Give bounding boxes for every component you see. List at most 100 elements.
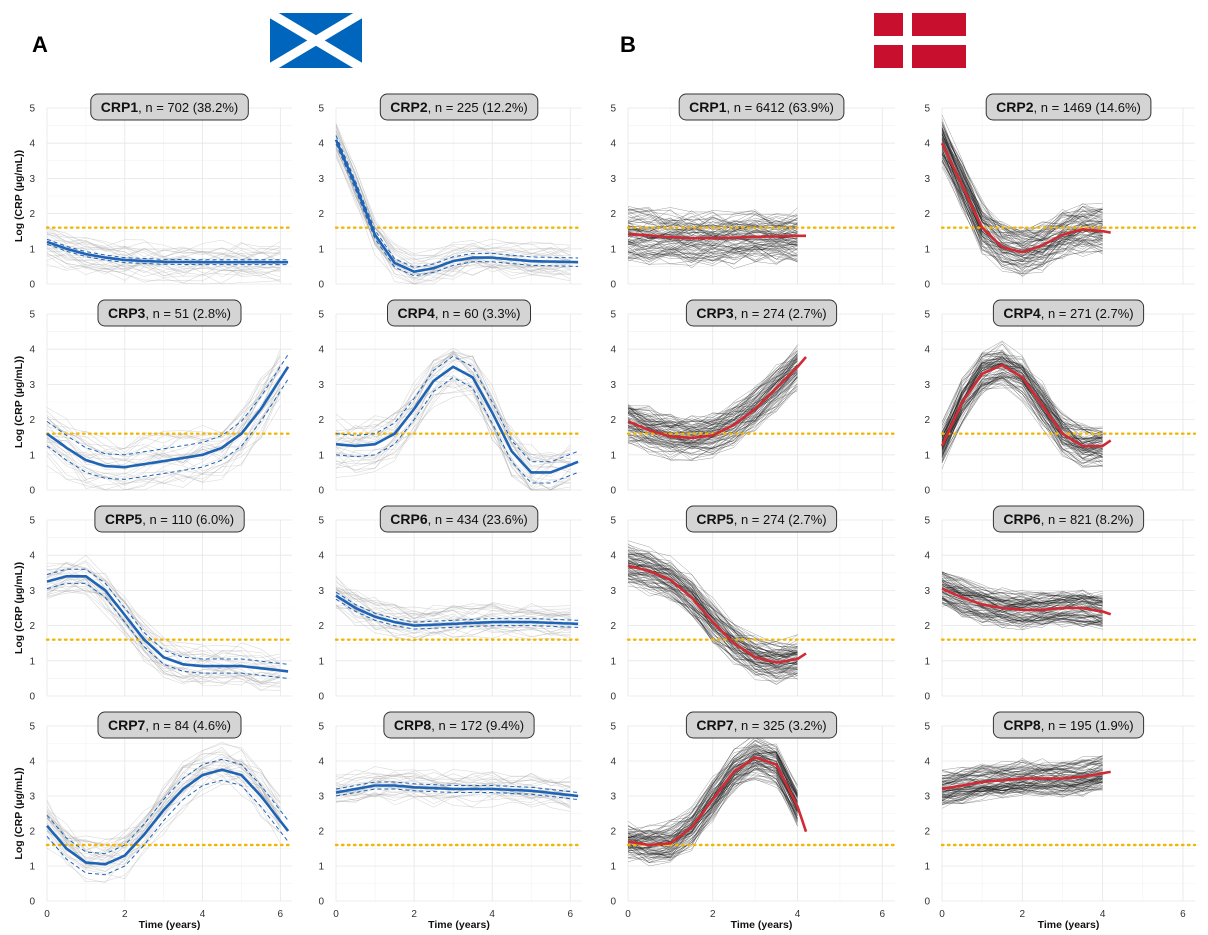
individual-trajectory [627,245,798,263]
facet-strip: CRP1, n = 6412 (63.9%) [678,93,845,121]
individual-trajectory [941,130,1103,241]
x-tick-label: 6 [1180,909,1186,920]
individual-trajectory [627,240,798,262]
individual-trajectory [941,599,1103,624]
individual-trajectory [627,222,798,246]
individual-trajectory [335,771,571,789]
y-tick-label: 2 [29,415,35,426]
facet-panel-b-crp1: CRP1, n = 6412 (63.9%) 0 1 2 3 4 5 [610,93,897,291]
individual-trajectory [941,128,1103,239]
individual-trajectory [627,353,798,429]
individual-trajectory [627,565,798,660]
individual-trajectory [46,746,281,852]
individual-trajectory [46,245,281,274]
mean-trajectory-line [941,770,1111,791]
individual-trajectory [627,540,798,654]
individual-trajectory [941,356,1103,438]
individual-trajectory [627,228,798,243]
individual-trajectory [941,573,1103,603]
individual-trajectory [627,373,798,455]
x-axis-title: Time (years) [428,919,490,931]
individual-trajectory [335,588,571,630]
individual-trajectory [941,788,1103,809]
individual-trajectory [335,351,571,467]
individual-trajectory [941,774,1103,801]
y-axis-title: Log (CRP (µg/mL)) [13,767,25,859]
individual-trajectory [627,564,798,657]
individual-trajectory [627,757,798,849]
individual-trajectory [627,554,798,655]
individual-trajectory [941,374,1103,460]
individual-trajectory [627,550,798,648]
individual-trajectory [627,547,798,655]
individual-trajectory [627,553,798,656]
individual-trajectory [46,742,281,845]
individual-trajectory [627,228,798,248]
individual-trajectory [627,234,798,258]
individual-trajectory [627,231,798,250]
individual-trajectory [941,131,1103,238]
individual-trajectory [335,360,571,465]
individual-trajectory [627,572,798,679]
individual-trajectory [941,588,1103,609]
individual-trajectory [627,229,798,248]
individual-trajectory [46,232,281,258]
individual-trajectory [46,749,281,849]
individual-trajectory [627,545,798,655]
individual-trajectory [335,782,571,796]
ci-upper-line [46,568,289,665]
individual-trajectory [941,357,1103,442]
individual-trajectory [627,378,798,452]
panel-label-b: B [620,32,636,57]
individual-trajectory [335,791,571,809]
individual-trajectory [627,575,798,661]
individual-trajectory [941,361,1103,447]
individual-trajectory [627,575,798,677]
individual-trajectory [335,793,571,812]
individual-trajectory [627,569,798,669]
x-axis-title: Time (years) [731,919,793,931]
individual-trajectory [627,357,798,440]
individual-trajectory [335,153,571,285]
individual-trajectory [335,786,571,809]
x-tick-label: 2 [411,909,417,920]
individual-trajectory [46,579,281,686]
individual-trajectory [627,364,798,430]
individual-trajectory [941,353,1103,435]
y-tick-label: 0 [29,486,35,497]
individual-trajectory [335,156,571,282]
individual-trajectory [941,774,1103,799]
individual-trajectory [627,752,798,850]
cluster-name: CRP7 [696,717,734,733]
y-tick-label: 2 [318,827,324,838]
individual-trajectory [627,543,798,654]
x-tick-label: 6 [278,909,284,920]
individual-trajectory [627,553,798,654]
y-tick-label: 0 [318,897,324,908]
facet-strip: CRP2, n = 1469 (14.6%) [985,93,1152,121]
individual-trajectory [335,124,571,257]
cluster-name: CRP2 [996,99,1034,115]
cluster-name: CRP8 [394,717,432,733]
individual-trajectory [941,586,1103,621]
individual-trajectory [941,118,1103,245]
individual-trajectory [941,778,1103,802]
individual-trajectory [941,579,1103,607]
facet-strip: CRP3, n = 274 (2.7%) [685,299,838,327]
individual-trajectory [627,354,798,428]
individual-trajectory [941,756,1103,774]
individual-trajectory [627,361,798,437]
y-tick-label: 0 [610,897,616,908]
facet-strip: CRP3, n = 51 (2.8%) [97,299,242,327]
individual-trajectory [335,149,571,278]
x-tick-label: 2 [710,909,716,920]
individual-trajectory [627,571,798,667]
individual-trajectory [627,207,798,228]
individual-trajectory [335,379,571,491]
y-tick-label: 1 [924,244,930,255]
individual-trajectory [627,561,798,658]
y-tick-label: 5 [29,516,35,527]
individual-trajectory [46,370,281,470]
individual-trajectory [941,597,1103,627]
individual-trajectory [335,590,571,623]
